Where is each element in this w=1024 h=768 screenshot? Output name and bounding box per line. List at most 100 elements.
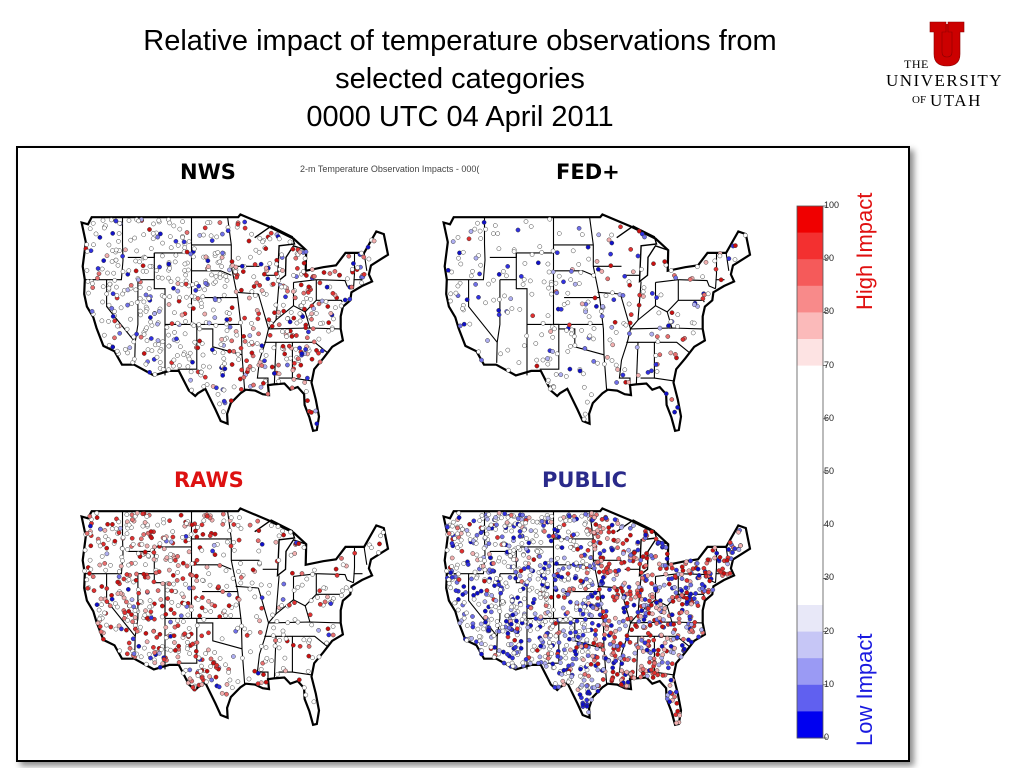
station-marker: [581, 384, 587, 390]
station-marker: [303, 692, 309, 698]
station-marker: [460, 592, 466, 597]
station-marker: [693, 591, 698, 596]
station-marker: [506, 367, 511, 373]
station-marker: [610, 342, 616, 348]
station-marker: [291, 588, 297, 593]
station-marker: [569, 674, 574, 679]
station-marker: [231, 539, 237, 545]
station-marker: [124, 512, 130, 517]
station-marker: [724, 557, 730, 563]
station-marker: [255, 538, 261, 544]
state-border: [630, 327, 703, 330]
station-marker: [186, 549, 192, 555]
station-marker: [563, 374, 569, 379]
station-marker: [599, 517, 605, 522]
station-marker: [445, 267, 451, 273]
station-marker: [589, 392, 594, 398]
station-marker: [541, 279, 547, 285]
station-marker: [323, 299, 329, 305]
station-marker: [269, 523, 274, 528]
station-marker: [585, 653, 591, 659]
station-marker: [259, 643, 264, 649]
station-marker: [461, 600, 467, 605]
station-marker: [294, 333, 299, 338]
station-marker: [517, 588, 523, 593]
station-marker: [136, 590, 142, 596]
station-marker: [560, 588, 566, 593]
colorbar-tick-label: 70: [824, 359, 835, 370]
station-marker: [528, 567, 534, 573]
station-marker: [99, 584, 105, 589]
station-marker: [518, 646, 524, 651]
station-marker: [199, 663, 204, 669]
station-marker: [628, 552, 634, 558]
station-marker: [276, 371, 282, 377]
station-marker: [268, 230, 274, 236]
station-marker: [610, 290, 615, 296]
station-marker: [187, 676, 193, 682]
station-marker: [295, 266, 300, 271]
station-marker: [345, 276, 350, 282]
colorbar-tick-label: 50: [824, 466, 835, 476]
station-marker: [199, 369, 204, 375]
station-marker: [185, 640, 190, 645]
station-marker: [658, 632, 664, 638]
station-marker: [726, 547, 731, 552]
station-marker: [647, 598, 652, 604]
station-marker: [189, 573, 195, 578]
station-marker: [138, 624, 143, 630]
station-marker: [297, 311, 303, 317]
station-marker: [460, 526, 465, 532]
station-marker: [330, 632, 336, 638]
station-marker: [591, 272, 597, 278]
station-marker: [628, 671, 634, 677]
station-marker: [165, 596, 171, 601]
station-marker: [513, 569, 519, 575]
station-marker: [561, 667, 567, 673]
station-marker: [224, 328, 230, 333]
station-marker: [552, 681, 558, 686]
station-marker: [84, 268, 90, 273]
station-marker: [602, 632, 607, 637]
station-marker: [347, 296, 353, 302]
station-marker: [589, 677, 595, 683]
station-marker: [703, 259, 709, 265]
station-marker: [229, 362, 235, 367]
station-marker: [537, 554, 542, 559]
station-marker: [167, 294, 172, 300]
station-marker: [193, 288, 199, 293]
station-marker: [545, 655, 551, 661]
station-marker: [106, 319, 111, 324]
station-marker: [227, 324, 233, 330]
station-marker: [249, 231, 254, 237]
station-marker: [660, 652, 666, 658]
station-marker: [270, 281, 276, 287]
station-marker: [531, 643, 537, 649]
station-marker: [713, 266, 719, 272]
station-marker: [129, 597, 135, 603]
station-marker: [605, 276, 611, 282]
station-marker: [228, 613, 234, 618]
station-marker: [645, 606, 651, 611]
station-marker: [190, 685, 196, 690]
station-marker: [342, 297, 348, 303]
station-marker: [97, 624, 103, 629]
station-marker: [631, 550, 637, 556]
station-marker: [618, 682, 624, 687]
high-impact-label: High Impact: [852, 192, 877, 310]
station-marker: [655, 652, 660, 657]
station-marker: [631, 675, 637, 681]
station-marker: [183, 667, 189, 673]
station-marker: [542, 560, 548, 566]
station-marker: [669, 612, 675, 618]
station-marker: [151, 628, 157, 634]
station-marker: [550, 533, 556, 539]
station-marker: [495, 231, 501, 236]
station-marker: [601, 548, 607, 554]
station-marker: [455, 525, 460, 531]
colorbar-tick-label: 30: [824, 572, 835, 583]
station-marker: [304, 335, 310, 341]
station-marker: [229, 338, 235, 344]
station-marker: [639, 637, 644, 643]
station-marker: [660, 624, 665, 630]
